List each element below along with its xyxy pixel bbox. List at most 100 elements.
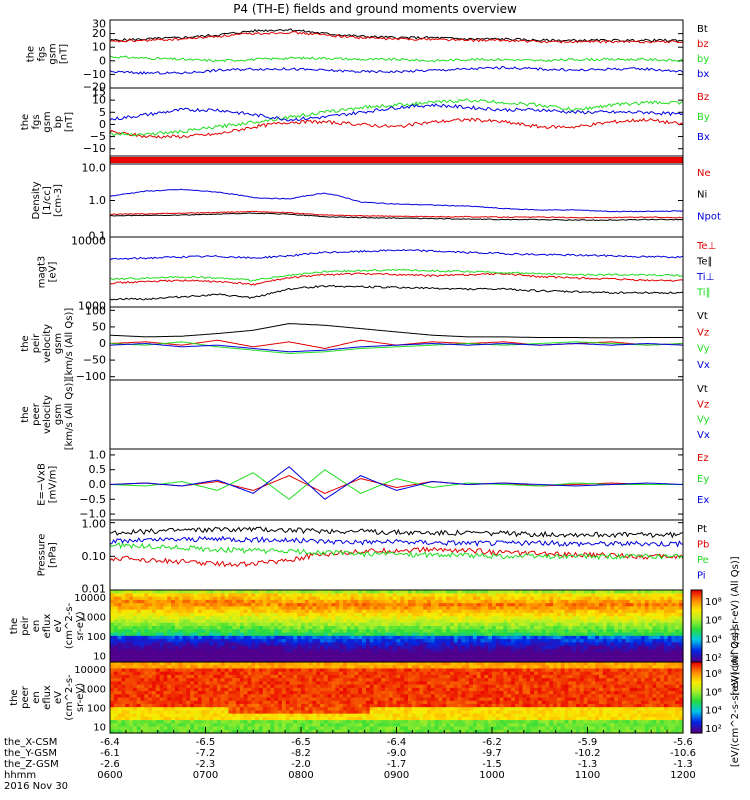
heatmap-cell — [209, 716, 214, 721]
heatmap-cell — [385, 642, 390, 647]
heatmap-cell — [618, 603, 623, 607]
heatmap-cell — [144, 612, 149, 617]
heatmap-cell — [224, 606, 230, 611]
heatmap-cell — [407, 658, 413, 663]
heatmap-cell — [301, 710, 306, 715]
heatmap-cell — [278, 671, 283, 676]
heatmap-cell — [216, 691, 222, 695]
heatmap-cell — [316, 707, 321, 712]
heatmap-cell — [488, 658, 493, 663]
heatmap-cell — [610, 622, 615, 627]
heatmap-cell — [274, 674, 279, 679]
heatmap-cell — [205, 635, 210, 640]
heatmap-cell — [392, 635, 398, 640]
heatmap-cell — [136, 713, 142, 718]
heatmap-cell — [182, 694, 187, 699]
heatmap-cell — [469, 635, 474, 640]
heatmap-cell — [320, 700, 325, 705]
heatmap-cell — [163, 599, 168, 604]
heatmap-cell — [167, 629, 172, 634]
heatmap-cell — [125, 645, 130, 650]
heatmap-cell — [255, 629, 260, 634]
heatmap-cell — [148, 726, 153, 731]
heatmap-cell — [640, 635, 646, 640]
heatmap-cell — [293, 632, 298, 637]
heatmap-cell — [671, 619, 676, 624]
heatmap-cell — [258, 645, 264, 650]
heatmap-cell — [155, 700, 161, 705]
heatmap-cell — [362, 616, 367, 621]
heatmap-cell — [602, 635, 608, 640]
heatmap-cell — [213, 729, 218, 734]
heatmap-cell — [266, 639, 272, 643]
heatmap-cell — [220, 681, 226, 686]
heatmap-cell — [178, 726, 184, 731]
heatmap-cell — [514, 655, 520, 660]
heatmap-cell — [220, 729, 226, 734]
heatmap-cell — [346, 681, 352, 686]
heatmap-cell — [136, 626, 142, 630]
heatmap-cell — [117, 629, 123, 634]
heatmap-cell — [343, 723, 348, 728]
heatmap-cell — [381, 648, 386, 653]
heatmap-cell — [148, 662, 153, 666]
heatmap-cell — [518, 590, 524, 594]
heatmap-cell — [465, 626, 470, 630]
y-tick-label: 10000 — [71, 235, 106, 248]
heatmap-cell — [320, 716, 325, 721]
heatmap-cell — [171, 609, 176, 614]
heatmap-cell — [144, 716, 149, 721]
heatmap-cell — [499, 599, 505, 604]
heatmap-cell — [236, 626, 241, 630]
heatmap-cell — [640, 609, 646, 614]
heatmap-cell — [492, 626, 497, 630]
heatmap-cell — [388, 619, 394, 624]
heatmap-cell — [446, 619, 451, 624]
heatmap-cell — [194, 599, 199, 604]
heatmap-cell — [343, 590, 348, 594]
heatmap-cell — [407, 603, 413, 607]
heatmap-cell — [121, 720, 126, 724]
series-line-Ti⊥ — [110, 249, 683, 261]
heatmap-cell — [186, 632, 191, 637]
heatmap-cell — [656, 609, 661, 614]
colorbar-segment — [691, 659, 702, 663]
heatmap-cell — [132, 632, 138, 637]
colorbar-segment — [691, 623, 702, 627]
heatmap-cell — [430, 609, 436, 614]
heatmap-cell — [503, 658, 508, 663]
heatmap-cell — [564, 632, 569, 637]
heatmap-cell — [362, 622, 367, 627]
heatmap-cell — [110, 616, 115, 621]
heatmap-cell — [213, 599, 218, 604]
heatmap-cell — [598, 590, 604, 594]
heatmap-cell — [400, 626, 405, 630]
heatmap-cell — [152, 626, 157, 630]
heatmap-cell — [312, 703, 317, 708]
heatmap-cell — [247, 729, 252, 734]
heatmap-cell — [270, 681, 275, 686]
heatmap-cell — [381, 629, 386, 634]
heatmap-cell — [140, 603, 145, 607]
heatmap-cell — [297, 616, 302, 621]
heatmap-cell — [568, 635, 573, 640]
heatmap-cell — [320, 658, 325, 663]
heatmap-cell — [308, 687, 314, 692]
heatmap-cell — [113, 684, 119, 689]
heatmap-cell — [251, 684, 256, 689]
heatmap-cell — [262, 629, 268, 634]
heatmap-cell — [220, 662, 226, 666]
heatmap-cell — [186, 652, 191, 657]
heatmap-cell — [304, 697, 310, 702]
heatmap-cell — [171, 671, 176, 676]
heatmap-cell — [251, 609, 256, 614]
heatmap-cell — [476, 648, 482, 653]
heatmap-cell — [358, 626, 363, 630]
heatmap-cell — [350, 629, 356, 634]
heatmap-cell — [194, 606, 199, 611]
heatmap-cell — [224, 632, 230, 637]
heatmap-cell — [430, 642, 436, 647]
heatmap-cell — [228, 609, 233, 614]
heatmap-cell — [266, 616, 272, 621]
heatmap-cell — [266, 671, 272, 676]
